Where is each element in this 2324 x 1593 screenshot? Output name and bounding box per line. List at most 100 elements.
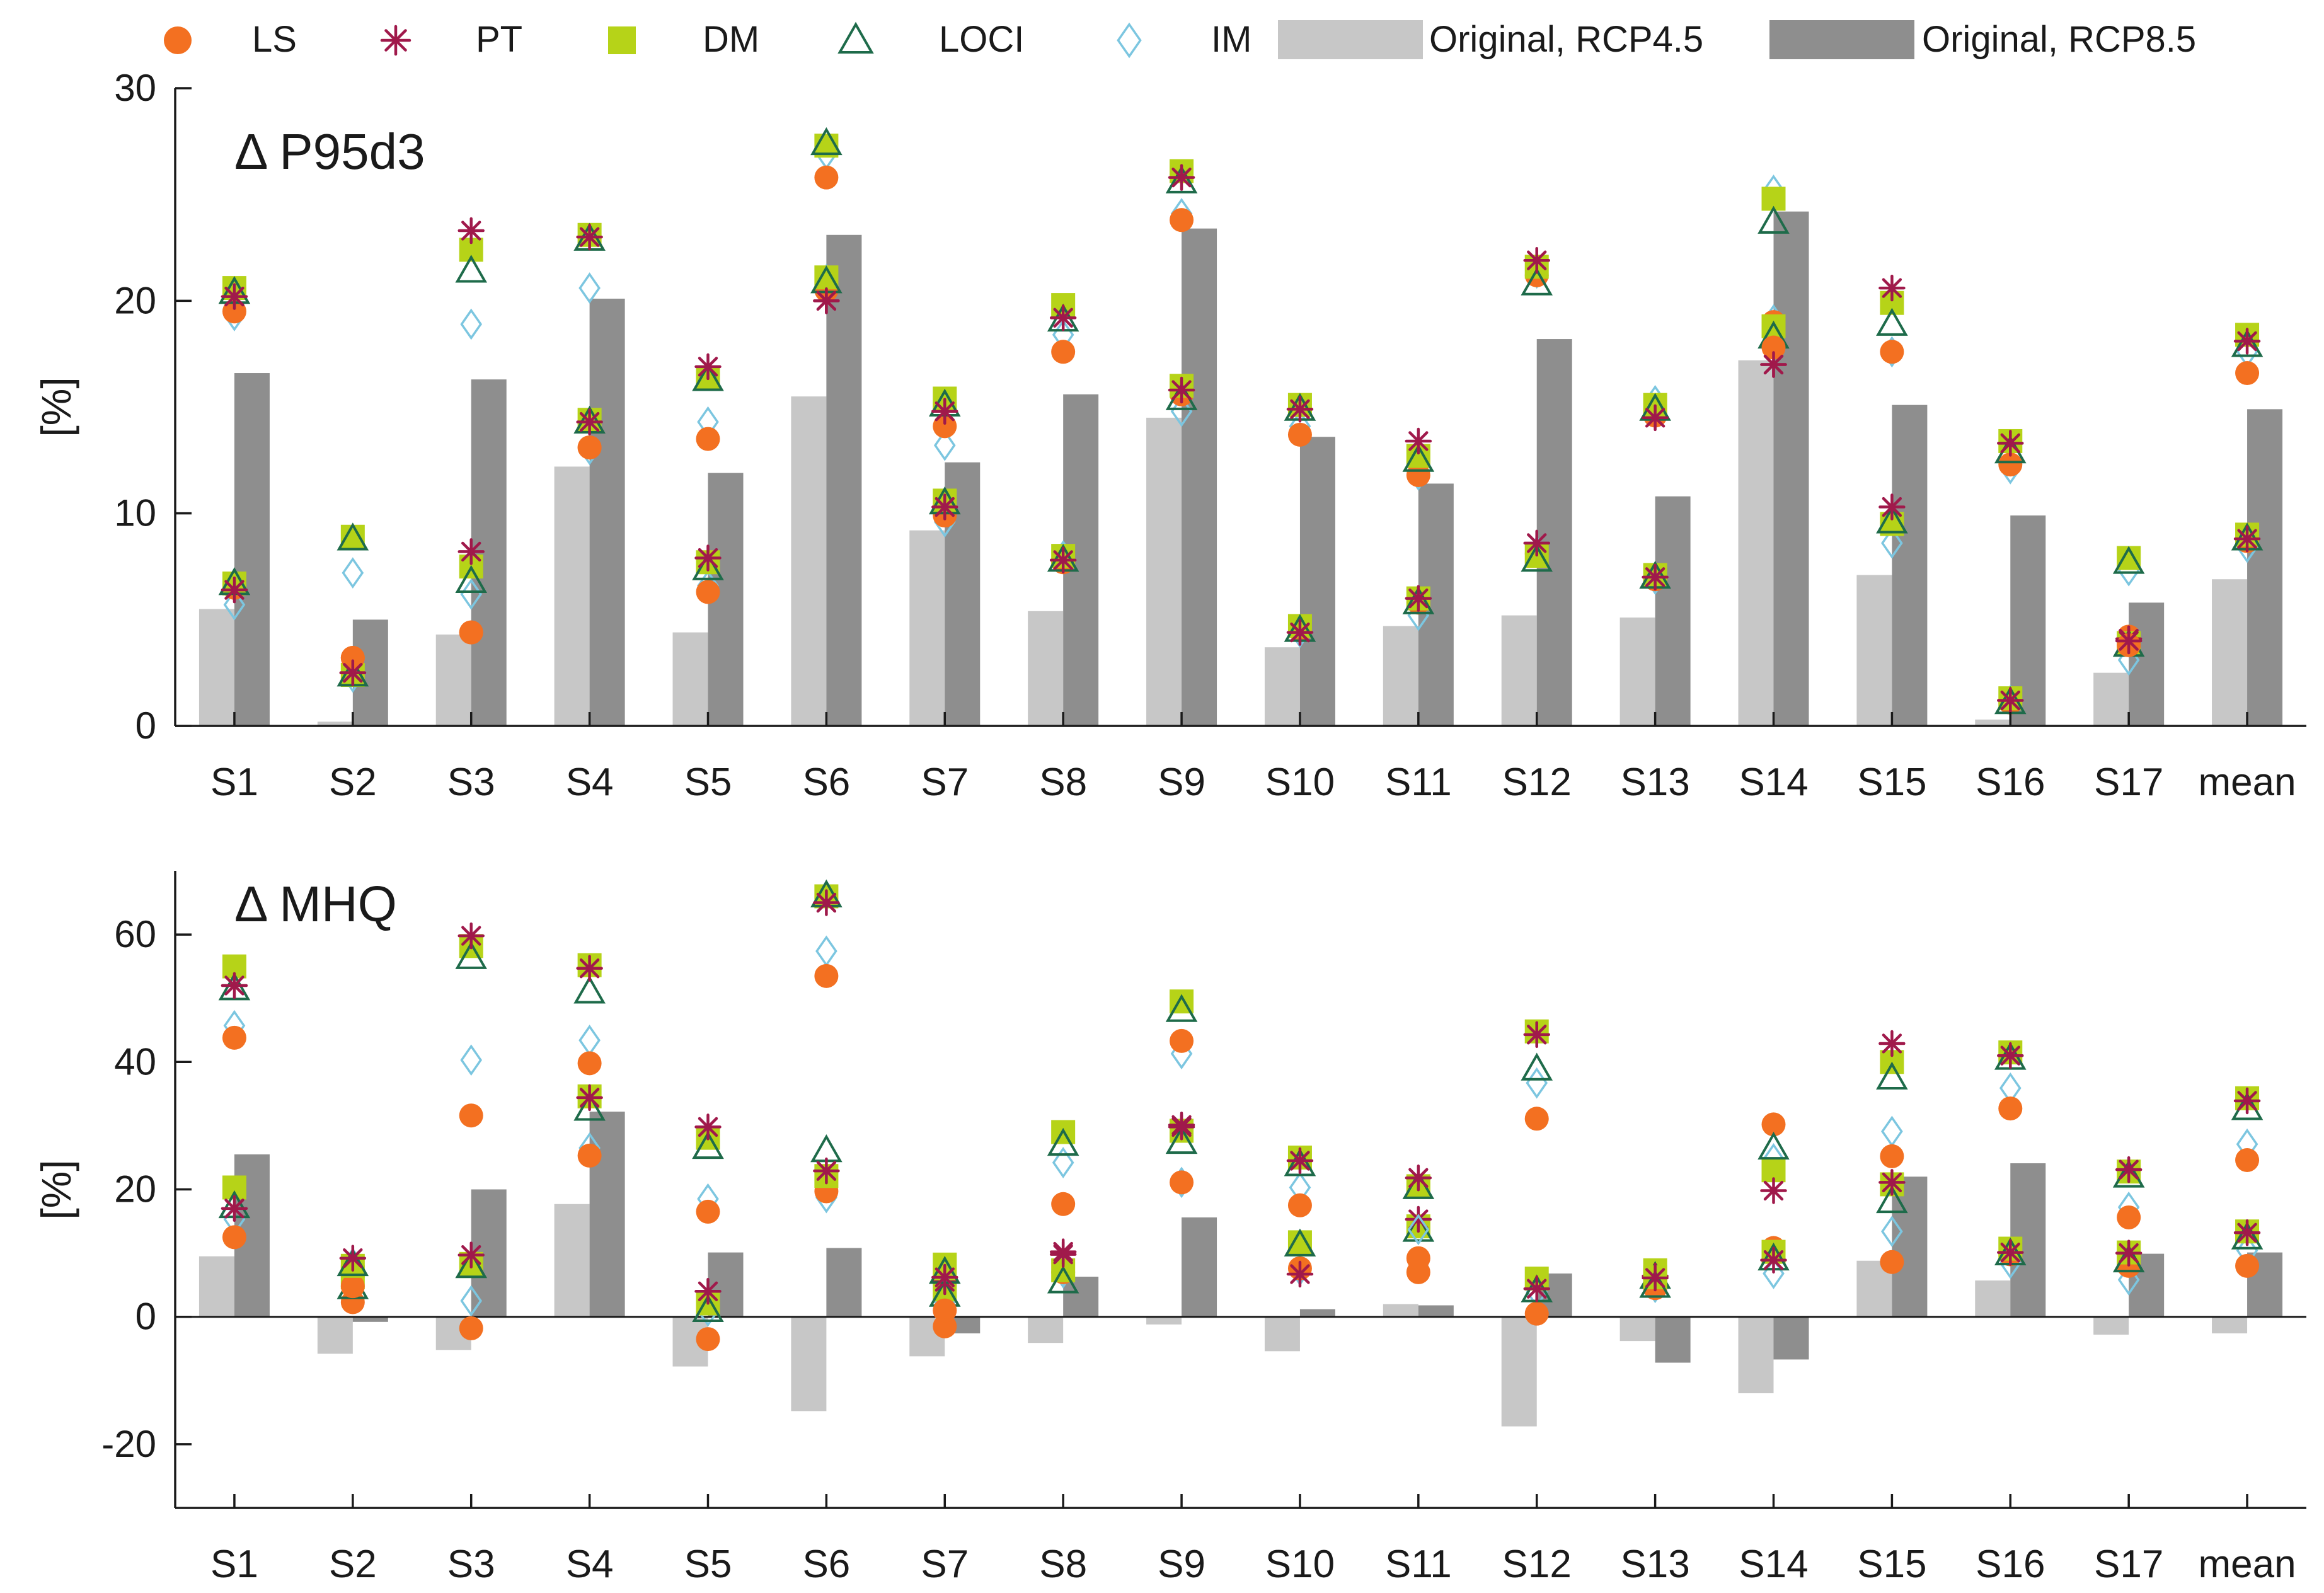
point-IM-S9: [1170, 395, 1193, 427]
point-PT-S9: [1168, 1113, 1195, 1141]
point-LS-S14: [1761, 335, 1786, 360]
bar-rcp45-S16: [1975, 719, 2011, 726]
x-tick-label: S13: [1620, 761, 1689, 804]
point-PT-S5: [694, 1278, 722, 1305]
point-LS-S2: [340, 646, 365, 670]
point-LS-S3: [459, 1316, 483, 1340]
point-IM-S15: [1881, 1216, 1903, 1248]
point-LOCI-S15: [1876, 505, 1908, 534]
point-LOCI-S11: [1402, 1214, 1435, 1242]
y-tick-label: 40: [114, 1040, 156, 1083]
x-tick-label: S17: [2094, 1543, 2163, 1586]
y-ticks: -20 0 20 40 60: [101, 913, 192, 1465]
legend-label: IM: [1211, 19, 1251, 60]
point-LS-S4: [577, 1143, 602, 1168]
point-LOCI-S2: [337, 522, 369, 551]
point-LOCI-S17: [2112, 1159, 2145, 1188]
x-tick-label: S8: [1039, 1543, 1087, 1586]
point-PT-S4: [576, 223, 603, 251]
x-tick-label: S1: [210, 761, 258, 804]
point-LOCI-S14: [1757, 205, 1790, 234]
y-tick-label: 0: [135, 1296, 156, 1338]
x-ticks: S1 S2 S3 S4 S5 S6 S7 S8 S9 S10 S11 S12 S13 S14 S15 S16 S…: [210, 712, 2296, 804]
panel-mhq: -20 0 20 40 60 S1 S2 S3 S4 S5 S6 S7 S8 S9 S10 S11 S12 S13…: [33, 871, 2306, 1586]
x-tick-label: S10: [1265, 1543, 1335, 1586]
bar-rcp45-mean: [2212, 1316, 2248, 1333]
point-PT-S9: [1168, 164, 1195, 191]
bar-rcp85-S2: [352, 1316, 388, 1322]
x-tick-label: S5: [684, 761, 732, 804]
x-tick-label: mean: [2199, 1543, 2296, 1586]
point-LS-S15: [1880, 340, 1904, 364]
point-IM-S3: [460, 578, 483, 610]
x-tick-label: S7: [921, 1543, 969, 1586]
point-PT-S14: [1760, 1246, 1787, 1274]
point-PT-S8: [1049, 546, 1077, 574]
bar-rcp45-S2: [317, 722, 353, 726]
bar-rcp45-S6: [791, 1316, 827, 1412]
point-LOCI-S5: [692, 1294, 724, 1322]
point-LS-S5: [696, 580, 720, 604]
x-tick-label: S11: [1385, 761, 1452, 804]
point-LS-S5: [696, 427, 720, 451]
bar-rcp45-S3: [435, 634, 471, 726]
point-LOCI-S10: [1284, 1148, 1316, 1176]
point-IM-S3: [460, 1285, 483, 1317]
point-PT-S2: [339, 1245, 367, 1272]
point-PT-S12: [1523, 1021, 1550, 1049]
point-PT-S1: [221, 972, 248, 999]
legend-item-rcp85: Original, RCP8.5: [1769, 19, 2196, 60]
bar-rcp85-S13: [1655, 1316, 1691, 1363]
point-LOCI-S12: [1521, 1052, 1553, 1081]
x-tick-label: S17: [2094, 761, 2163, 804]
x-tick-label: S13: [1620, 1543, 1689, 1586]
y-tick-label: 0: [135, 704, 156, 747]
point-LS-S8: [1051, 1192, 1076, 1216]
legend-item-pt: PT: [380, 19, 522, 60]
point-LS-S11: [1406, 1246, 1430, 1270]
point-LOCI-S9: [1165, 1125, 1198, 1154]
point-LS-S14: [1761, 1112, 1786, 1137]
y-tick-label: 60: [114, 913, 156, 955]
point-LS-S3: [459, 1103, 483, 1128]
point-PT-S16: [1997, 430, 2024, 457]
bar-rcp45-S12: [1501, 615, 1537, 726]
point-LOCI-S8: [1047, 1127, 1079, 1156]
x-tick-label: S16: [1976, 761, 2045, 804]
markers: [218, 879, 2264, 1352]
point-DM-S10: [1287, 1230, 1312, 1255]
point-LS-S6: [814, 963, 839, 988]
bar-rcp45-S10: [1264, 1316, 1300, 1352]
point-PT-S11: [1405, 1165, 1432, 1192]
point-LOCI-S4: [573, 1093, 606, 1121]
point-LOCI-S4: [573, 975, 606, 1004]
point-LS-S1: [222, 1225, 246, 1250]
x-tick-label: S10: [1265, 761, 1335, 804]
point-LS-S6: [814, 165, 839, 190]
legend-swatch-rcp45: [1278, 20, 1423, 59]
point-PT-S5: [694, 1113, 722, 1141]
bar-rcp45-S2: [317, 1316, 353, 1354]
x-tick-label: S9: [1158, 761, 1205, 804]
bar-rcp45-S8: [1028, 611, 1064, 726]
point-LOCI-S6: [810, 127, 843, 156]
point-PT-S14: [1760, 351, 1787, 378]
x-tick-label: S16: [1976, 1543, 2045, 1586]
point-LS-mean: [2235, 1147, 2260, 1172]
point-LOCI-S11: [1402, 444, 1435, 472]
bars: [198, 211, 2283, 727]
bar-rcp85-S11: [1418, 1305, 1454, 1317]
bar-rcp45-S4: [554, 466, 590, 726]
point-LOCI-S9: [1165, 994, 1198, 1022]
point-LOCI-S3: [455, 941, 488, 969]
point-PT-S1: [221, 576, 248, 604]
point-PT-S12: [1523, 246, 1550, 274]
bar-rcp45-S1: [198, 609, 234, 726]
point-LS-S9: [1170, 1028, 1194, 1053]
bar-rcp85-S4: [589, 298, 625, 727]
y-ticks: 0 10 20 30: [114, 67, 192, 747]
point-LS-S10: [1287, 1193, 1312, 1217]
x-tick-label: S7: [921, 761, 969, 804]
point-PT-mean: [2233, 1087, 2261, 1115]
point-IM-S3: [460, 308, 483, 340]
